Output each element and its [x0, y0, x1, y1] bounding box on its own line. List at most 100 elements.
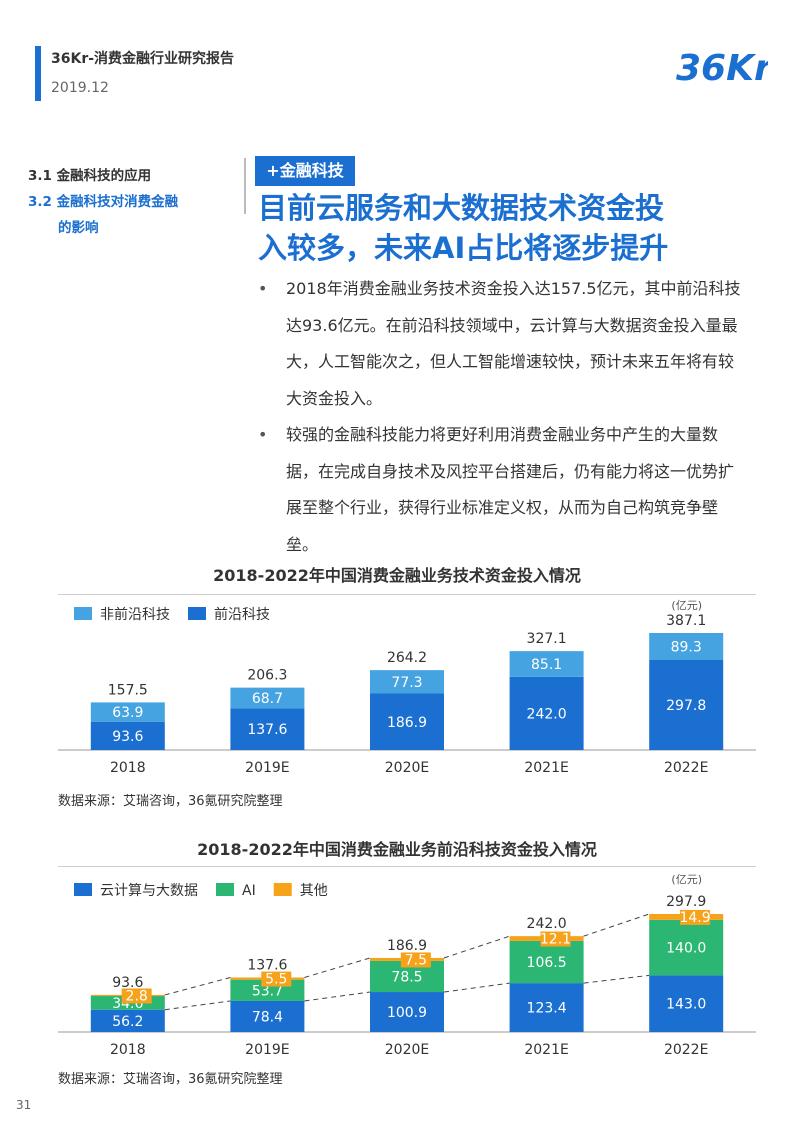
headline-line-2: 入较多，未来AI占比将逐步提升 — [258, 231, 669, 265]
trend-line-total — [443, 935, 510, 959]
data-label: 143.0 — [666, 997, 706, 1013]
data-label: 53.7 — [252, 983, 283, 999]
section-nav: 3.1 金融科技的应用 3.2 金融科技对消费金融 的影响 — [28, 163, 228, 241]
trend-line-total — [164, 977, 231, 996]
bar-segment — [509, 676, 584, 750]
x-tick-label: 2022E — [664, 1042, 708, 1058]
small-label-box — [680, 909, 711, 925]
data-label: 93.6 — [112, 729, 143, 745]
data-label: 137.6 — [247, 722, 287, 738]
trend-line-total — [304, 957, 371, 978]
bar-segment — [370, 670, 444, 694]
total-label: 93.6 — [112, 975, 143, 991]
bar-segment — [90, 721, 165, 750]
data-label: 77.3 — [391, 675, 422, 691]
total-label: 186.9 — [387, 938, 427, 954]
bar-segment — [649, 659, 724, 750]
bullet-item: • 较强的金融科技能力将更好利用消费金融业务中产生的大量数据，在完成自身技术及风… — [258, 417, 742, 563]
trend-line-base — [583, 974, 650, 984]
data-label: 63.9 — [112, 705, 143, 721]
trend-line-base — [164, 1000, 231, 1011]
bar-segment — [649, 633, 724, 660]
legend-swatch — [216, 883, 234, 896]
chart2-svg: 云计算与大数据 AI 其他(亿元)56.234.62.893.6201878.453… — [58, 873, 756, 1058]
total-label: 206.3 — [247, 668, 287, 684]
report-date: 2019.12 — [51, 80, 109, 96]
x-tick-label: 2022E — [664, 760, 708, 776]
logo-text: 36Kr — [676, 48, 768, 89]
bar-segment — [90, 702, 165, 722]
nav-item-3-2-cont[interactable]: 的影响 — [58, 220, 99, 236]
data-label: 7.5 — [405, 952, 427, 968]
bar-segment — [509, 940, 584, 984]
data-label: 106.5 — [527, 955, 567, 971]
legend-label: 其他 — [300, 883, 328, 899]
bullet-item: • 2018年消费金融业务技术资金投入达157.5亿元，其中前沿科技达93.6亿… — [258, 271, 742, 417]
bar-segment — [230, 1000, 305, 1032]
data-label: 12.1 — [540, 932, 571, 948]
headline-line-1: 目前云服务和大数据技术资金投 — [258, 191, 665, 225]
data-label: 242.0 — [527, 706, 567, 722]
report-title: 36Kr-消费金融行业研究报告 — [51, 51, 235, 67]
data-label: 78.4 — [252, 1009, 283, 1025]
chart1-title: 2018-2022年中国消费金融业务技术资金投入情况 — [213, 566, 581, 585]
data-label: 14.9 — [679, 910, 710, 926]
data-label: 100.9 — [387, 1005, 427, 1021]
data-label: 2.8 — [126, 988, 148, 1004]
x-tick-label: 2019E — [245, 760, 289, 776]
total-label: 264.2 — [387, 650, 427, 666]
legend-label: 云计算与大数据 — [100, 883, 198, 899]
data-label: 89.3 — [671, 639, 702, 655]
data-label: 56.2 — [112, 1014, 143, 1030]
data-label: 123.4 — [527, 1001, 567, 1017]
headline: 目前云服务和大数据技术资金投 入较多，未来AI占比将逐步提升 — [258, 188, 778, 268]
small-label-box — [540, 931, 571, 947]
bar-segment — [230, 708, 305, 750]
bar-segment — [370, 693, 444, 750]
chart2-frame: 云计算与大数据 AI 其他 (亿元) 56.2 34.6 2.8 93.6 2018 78.4 53… — [58, 866, 756, 1061]
bullet-text: 较强的金融科技能力将更好利用消费金融业务中产生的大量数据，在完成自身技术及风控平… — [286, 425, 735, 554]
bullet-list: • 2018年消费金融业务技术资金投入达157.5亿元，其中前沿科技达93.6亿… — [258, 271, 742, 563]
chart1-frame: 非前沿科技 前沿科技 (亿元) 93.6 63.9 157.5 2018 137.6 68.7 2… — [58, 594, 756, 783]
bullet-text: 2018年消费金融业务技术资金投入达157.5亿元，其中前沿科技达93.6亿元。… — [286, 279, 741, 408]
36kr-logo: 36Kr — [676, 48, 768, 89]
data-label: 68.7 — [252, 691, 283, 707]
vertical-divider — [244, 158, 246, 214]
small-label-box — [400, 952, 431, 968]
trend-line-base — [304, 991, 371, 1002]
x-tick-label: 2021E — [524, 1042, 568, 1058]
unit-label: (亿元) — [671, 873, 702, 886]
bar-segment — [230, 687, 305, 709]
bar-segment — [90, 1009, 165, 1032]
data-label: 85.1 — [531, 657, 562, 673]
bar-segment — [370, 992, 444, 1032]
x-tick-label: 2018 — [110, 1042, 146, 1058]
chart1-source: 数据来源：艾瑞咨询，36氪研究院整理 — [58, 794, 283, 809]
total-label: 297.9 — [666, 894, 706, 910]
legend-label: 非前沿科技 — [100, 606, 170, 623]
legend-label: 前沿科技 — [214, 606, 270, 623]
trend-line-base — [443, 982, 510, 993]
trend-line-total — [583, 913, 650, 937]
nav-item-3-1[interactable]: 3.1 金融科技的应用 — [28, 168, 152, 184]
total-label: 327.1 — [527, 631, 567, 647]
small-label-box — [121, 988, 152, 1004]
legend-swatch — [74, 883, 92, 896]
x-tick-label: 2021E — [524, 760, 568, 776]
data-label: 186.9 — [387, 715, 427, 731]
total-label: 157.5 — [108, 682, 148, 698]
chart2-source: 数据来源：艾瑞咨询，36氪研究院整理 — [58, 1072, 283, 1087]
nav-item-3-2[interactable]: 3.2 金融科技对消费金融 — [28, 194, 179, 210]
page-number: 31 — [16, 1098, 32, 1112]
data-label: 5.5 — [265, 972, 287, 988]
legend-swatch — [188, 607, 206, 620]
small-label-box — [261, 971, 292, 987]
chart2-title: 2018-2022年中国消费金融业务前沿科技资金投入情况 — [197, 840, 597, 859]
header-accent-bar — [35, 46, 41, 101]
x-tick-label: 2019E — [245, 1042, 289, 1058]
total-label: 242.0 — [527, 916, 567, 932]
data-label: 140.0 — [666, 941, 706, 957]
unit-label: (亿元) — [671, 599, 702, 612]
bar-segment — [649, 919, 724, 976]
bar-segment — [509, 983, 584, 1032]
